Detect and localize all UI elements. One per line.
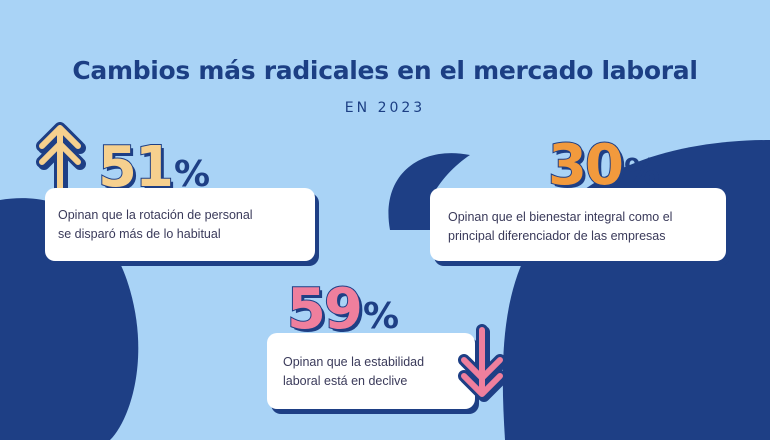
center-blob-shape [388, 153, 470, 230]
stat-percent-sign: % [623, 152, 661, 193]
card-text-line: principal diferenciador de las empresas [448, 229, 666, 243]
stat-30-percent: 30% [547, 137, 661, 195]
stat-59-percent: 59% [286, 281, 400, 339]
stat-number: 59 [286, 277, 364, 342]
arrow-down-icon [458, 324, 508, 402]
card-text-line: Opinan que la estabilidad [283, 355, 425, 369]
stat-card-wellbeing: Opinan que el bienestar integral como el… [430, 188, 726, 261]
stat-51-percent: 51% [97, 139, 211, 197]
card-text-line: Opinan que el bienestar integral como el [448, 210, 673, 224]
stat-card-stability: Opinan que la estabilidad laboral está e… [267, 333, 475, 409]
stat-number: 51 [97, 135, 175, 200]
stat-number: 30 [547, 133, 625, 198]
stat-percent-sign: % [173, 154, 211, 195]
stat-percent-sign: % [362, 296, 400, 337]
arrow-up-icon [36, 122, 86, 196]
page-title: Cambios más radicales en el mercado labo… [72, 56, 698, 85]
card-text-line: laboral está en declive [283, 374, 408, 388]
page-subtitle: EN 2023 [344, 100, 426, 116]
card-text-line: Opinan que la rotación de personal [58, 208, 253, 222]
card-text-line: se disparó más de lo habitual [58, 227, 221, 241]
stat-card-rotation: Opinan que la rotación de personal se di… [45, 188, 315, 261]
